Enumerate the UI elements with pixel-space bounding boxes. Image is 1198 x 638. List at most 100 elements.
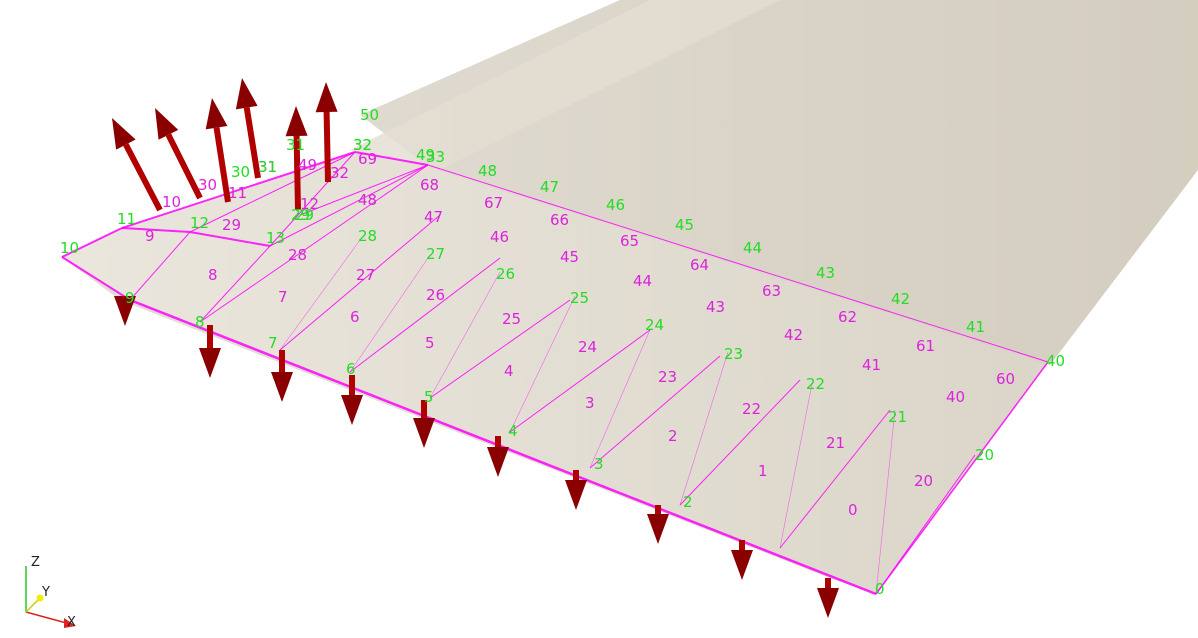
arrow-shaft	[293, 135, 301, 211]
mesh-edge	[349, 254, 431, 373]
element-label: 45	[560, 248, 579, 266]
mesh-edge	[429, 299, 571, 399]
mesh-edge	[679, 351, 729, 506]
load-arrow-down	[413, 400, 435, 448]
node-label: 12	[190, 214, 209, 232]
node-label: 46	[606, 196, 625, 214]
arrow-head	[731, 550, 753, 580]
node-label: 50	[360, 106, 379, 124]
arrow-head	[413, 418, 435, 448]
arrow-head	[271, 372, 293, 402]
element-label: 11	[228, 184, 247, 202]
arrow-head	[647, 514, 669, 544]
load-arrow-down	[114, 296, 136, 326]
arrow-head	[341, 395, 363, 425]
mesh-edge	[129, 231, 191, 301]
element-label: 7	[278, 288, 288, 306]
load-arrow-down	[565, 470, 587, 510]
arrow-head	[817, 588, 839, 618]
arrow-head	[155, 108, 179, 140]
mesh-edge	[279, 214, 441, 351]
element-label: 64	[690, 256, 709, 274]
x-axis-tip	[64, 618, 76, 628]
element-label: 9	[145, 227, 155, 245]
node-label: 7	[268, 334, 278, 352]
arrow-head	[487, 447, 509, 477]
mesh-edge	[269, 164, 429, 247]
element-label: 48	[358, 191, 377, 209]
element-label: 20	[914, 472, 933, 490]
node-label: 31	[258, 158, 277, 176]
arrow-head	[315, 82, 338, 113]
node-label: 49	[416, 146, 435, 164]
mesh-edge	[427, 164, 1049, 363]
node-label: 41	[966, 318, 985, 336]
mesh-edge	[199, 164, 429, 323]
arrow-head	[114, 296, 136, 326]
load-arrow-up	[112, 118, 163, 212]
node-label: 22	[806, 375, 825, 393]
x-axis-label: X	[67, 615, 76, 630]
element-label: 47	[424, 208, 443, 226]
node-label: 48	[478, 162, 497, 180]
load-arrow-up	[205, 98, 231, 203]
node-label: 27	[426, 245, 445, 263]
mesh-edge	[349, 257, 501, 373]
node-label: 40	[1046, 352, 1065, 370]
element-label: 43	[706, 298, 725, 316]
arrow-shaft	[165, 133, 203, 200]
mesh-edge	[875, 409, 896, 595]
load-arrow-down	[817, 578, 839, 618]
node-label: 6	[346, 360, 356, 378]
node-label: 43	[816, 264, 835, 282]
node-label: 23	[724, 345, 743, 363]
element-label: 49	[298, 156, 317, 174]
node-label: 44	[743, 239, 762, 257]
element-label: 21	[826, 434, 845, 452]
node-label: 10	[60, 239, 79, 257]
node-label: 45	[675, 216, 694, 234]
node-label: 42	[891, 290, 910, 308]
mesh-edge	[61, 256, 131, 301]
load-arrow-down	[271, 350, 293, 402]
load-arrow-up	[155, 108, 203, 200]
node-label: 32	[353, 136, 372, 154]
load-arrow-down	[341, 375, 363, 425]
load-arrow-down	[487, 436, 509, 477]
element-label: 42	[784, 326, 803, 344]
element-label: 0	[848, 501, 858, 519]
element-label: 46	[490, 228, 509, 246]
x-axis-line	[25, 611, 71, 625]
element-label: 24	[578, 338, 597, 356]
element-label: 12	[300, 195, 319, 213]
arrow-shaft	[123, 143, 163, 212]
wing-mesh-surface	[62, 152, 1048, 594]
mesh-edge	[589, 355, 721, 469]
load-arrows	[112, 78, 839, 618]
node-label: 24	[645, 316, 664, 334]
node-label: 0	[875, 580, 885, 598]
arrow-shaft	[243, 107, 261, 179]
node-label: 29	[295, 206, 314, 224]
element-label: 66	[550, 211, 569, 229]
node-label: 32	[353, 136, 372, 154]
arrow-head	[199, 348, 221, 378]
mesh-edge	[354, 151, 429, 166]
element-label: 28	[288, 246, 307, 264]
node-label: 13	[266, 229, 285, 247]
mesh-edge	[779, 409, 891, 549]
node-label: 5	[424, 388, 434, 406]
node-label: 4	[508, 422, 518, 440]
load-arrow-up	[235, 78, 261, 179]
arrow-shaft	[213, 127, 231, 203]
element-label: 4	[504, 362, 514, 380]
y-axis-label: Y	[41, 585, 50, 600]
mesh-edge	[61, 227, 123, 258]
arrow-head	[285, 106, 308, 137]
arrow-head	[235, 78, 258, 110]
element-label: 30	[198, 176, 217, 194]
